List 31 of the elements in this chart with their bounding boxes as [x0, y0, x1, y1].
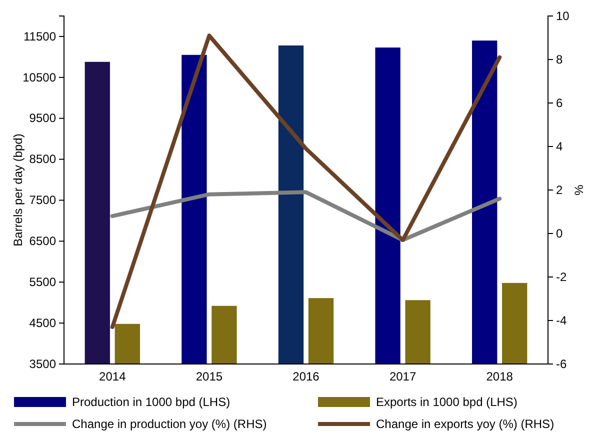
x-tick-label: 2018: [486, 370, 514, 384]
line-series: [110, 34, 502, 330]
y2-tick-label: 8: [556, 52, 563, 66]
x-tick-label: 2015: [196, 370, 223, 384]
y-tick-label: 11500: [24, 29, 56, 44]
x-tick-label: 2017: [389, 370, 416, 384]
y-tick-label: 5500: [29, 274, 56, 289]
y-axis-title: Barrels per day (bpd): [11, 134, 25, 246]
y-tick-label: 3500: [29, 356, 56, 371]
y2-tick-label: 6: [556, 96, 563, 110]
y2-tick-label: 4: [556, 139, 563, 154]
y2-tick-label: -4: [556, 313, 567, 328]
y-tick-label: 6500: [29, 234, 56, 248]
line-series: [110, 190, 502, 242]
y2-tick-label: 0: [556, 226, 563, 240]
y-tick-label: 8500: [29, 152, 56, 166]
y-tick-label: 4500: [29, 316, 56, 330]
y2-tick-label: 2: [556, 182, 563, 197]
y2-tick-label: 10: [556, 8, 570, 23]
legend-label: Change in exports yoy (%) (RHS): [376, 417, 554, 431]
legend-label: Change in production yoy (%) (RHS): [72, 417, 267, 431]
x-tick-label: 2014: [99, 370, 126, 384]
y2-tick-label: -2: [556, 270, 567, 284]
x-tick-label: 2016: [292, 370, 320, 384]
legend-label: Exports in 1000 bpd (LHS): [376, 395, 518, 409]
y-tick-label: 10500: [22, 70, 56, 84]
y-tick-label: 9500: [29, 111, 56, 126]
legend-label: Production in 1000 bpd (LHS): [72, 395, 230, 409]
y-tick-label: 7500: [29, 193, 56, 208]
y2-axis-title: %: [572, 184, 586, 196]
y2-tick-label: -6: [556, 356, 567, 371]
